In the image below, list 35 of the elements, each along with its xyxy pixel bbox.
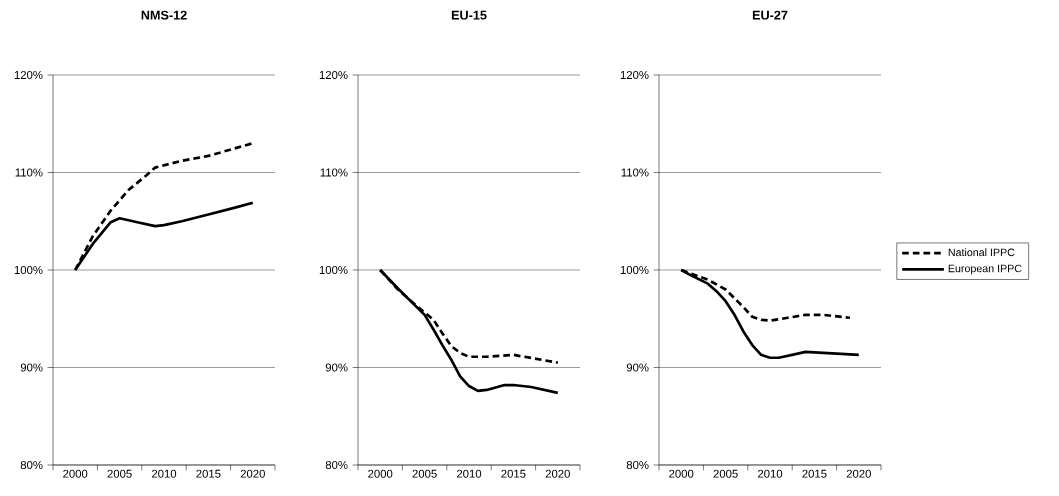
x-tick-label: 2000 bbox=[63, 469, 88, 478]
x-tick-label: 2000 bbox=[669, 469, 694, 478]
x-tick-label: 2005 bbox=[107, 469, 132, 478]
chart-title: EU-15 bbox=[451, 10, 487, 20]
y-tick-label: 80% bbox=[325, 461, 348, 470]
y-tick-label: 110% bbox=[320, 168, 348, 177]
x-tick-label: 2020 bbox=[240, 469, 265, 478]
x-tick-label: 2010 bbox=[456, 469, 482, 478]
y-tick-label: 100% bbox=[14, 265, 43, 274]
legend-label: European IPPC bbox=[948, 264, 1022, 275]
x-tick-label: 2010 bbox=[757, 469, 783, 478]
y-tick-label: 100% bbox=[620, 265, 649, 274]
y-tick-label: 90% bbox=[626, 363, 649, 372]
y-tick-label: 110% bbox=[621, 168, 649, 177]
y-tick-label: 80% bbox=[20, 461, 43, 470]
y-tick-label: 100% bbox=[319, 265, 348, 274]
chart-title: EU-27 bbox=[752, 10, 788, 20]
x-tick-label: 2015 bbox=[196, 469, 221, 478]
chart-title: NMS-12 bbox=[141, 10, 187, 20]
x-tick-label: 2005 bbox=[412, 469, 437, 478]
x-tick-label: 2010 bbox=[151, 469, 177, 478]
y-tick-label: 120% bbox=[319, 70, 348, 79]
x-tick-label: 2015 bbox=[501, 469, 526, 478]
x-tick-label: 2020 bbox=[846, 469, 871, 478]
y-tick-label: 90% bbox=[325, 363, 348, 372]
y-tick-label: 80% bbox=[626, 461, 649, 470]
y-tick-label: 90% bbox=[20, 363, 43, 372]
y-tick-label: 110% bbox=[15, 168, 43, 177]
y-tick-label: 120% bbox=[620, 70, 649, 79]
x-tick-label: 2015 bbox=[802, 469, 827, 478]
legend-label: National IPPC bbox=[948, 248, 1015, 257]
x-tick-label: 2000 bbox=[368, 469, 393, 478]
x-tick-label: 2020 bbox=[545, 469, 570, 478]
x-tick-label: 2005 bbox=[713, 469, 738, 478]
y-tick-label: 120% bbox=[14, 70, 43, 79]
